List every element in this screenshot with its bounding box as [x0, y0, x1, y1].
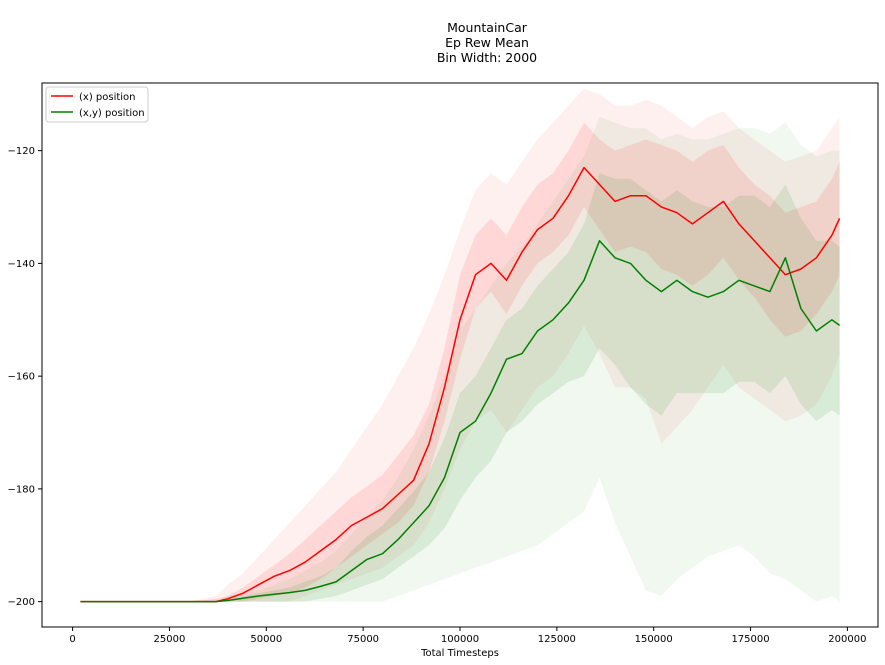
x-tick-label: 150000: [635, 634, 673, 645]
y-tick-label: −120: [8, 146, 35, 157]
series-line-xy-position: [80, 240, 841, 603]
series-lines: [80, 166, 841, 603]
y-tick-label: −200: [8, 597, 35, 608]
x-tick-label: 50000: [250, 634, 282, 645]
x-tick-label: 0: [69, 634, 75, 645]
x-tick-label: 25000: [154, 634, 186, 645]
chart-title: MountainCar Ep Rew Mean Bin Width: 2000: [437, 20, 537, 65]
chart-title-line-1: MountainCar: [447, 20, 528, 35]
x-tick-label: 175000: [731, 634, 769, 645]
legend: (x) position (x,y) position: [45, 86, 149, 123]
y-axis-ticks: −200 −180 −160 −140 −120: [8, 146, 42, 608]
confidence-bands: [80, 88, 840, 602]
band-inner-xy-position: [80, 173, 840, 602]
band-outer-xy-position: [80, 116, 840, 602]
x-tick-label: 200000: [828, 634, 866, 645]
series-line-x-position: [80, 166, 841, 603]
y-tick-label: −180: [8, 484, 35, 495]
x-axis-label: Total Timesteps: [420, 648, 499, 659]
band-inner-x-position: [80, 122, 840, 602]
y-tick-label: −140: [8, 259, 35, 270]
legend-label-xy-position: (x,y) position: [79, 108, 145, 119]
legend-label-x-position: (x) position: [79, 92, 136, 103]
x-tick-label: 75000: [347, 634, 379, 645]
chart-title-line-3: Bin Width: 2000: [437, 50, 537, 65]
x-tick-label: 125000: [538, 634, 576, 645]
x-tick-label: 100000: [441, 634, 479, 645]
chart-title-line-2: Ep Rew Mean: [445, 35, 529, 50]
y-tick-label: −160: [8, 372, 35, 383]
band-outer-x-position: [80, 88, 840, 602]
x-axis-ticks: 0 25000 50000 75000 100000 125000 150000 175000…: [69, 627, 866, 645]
